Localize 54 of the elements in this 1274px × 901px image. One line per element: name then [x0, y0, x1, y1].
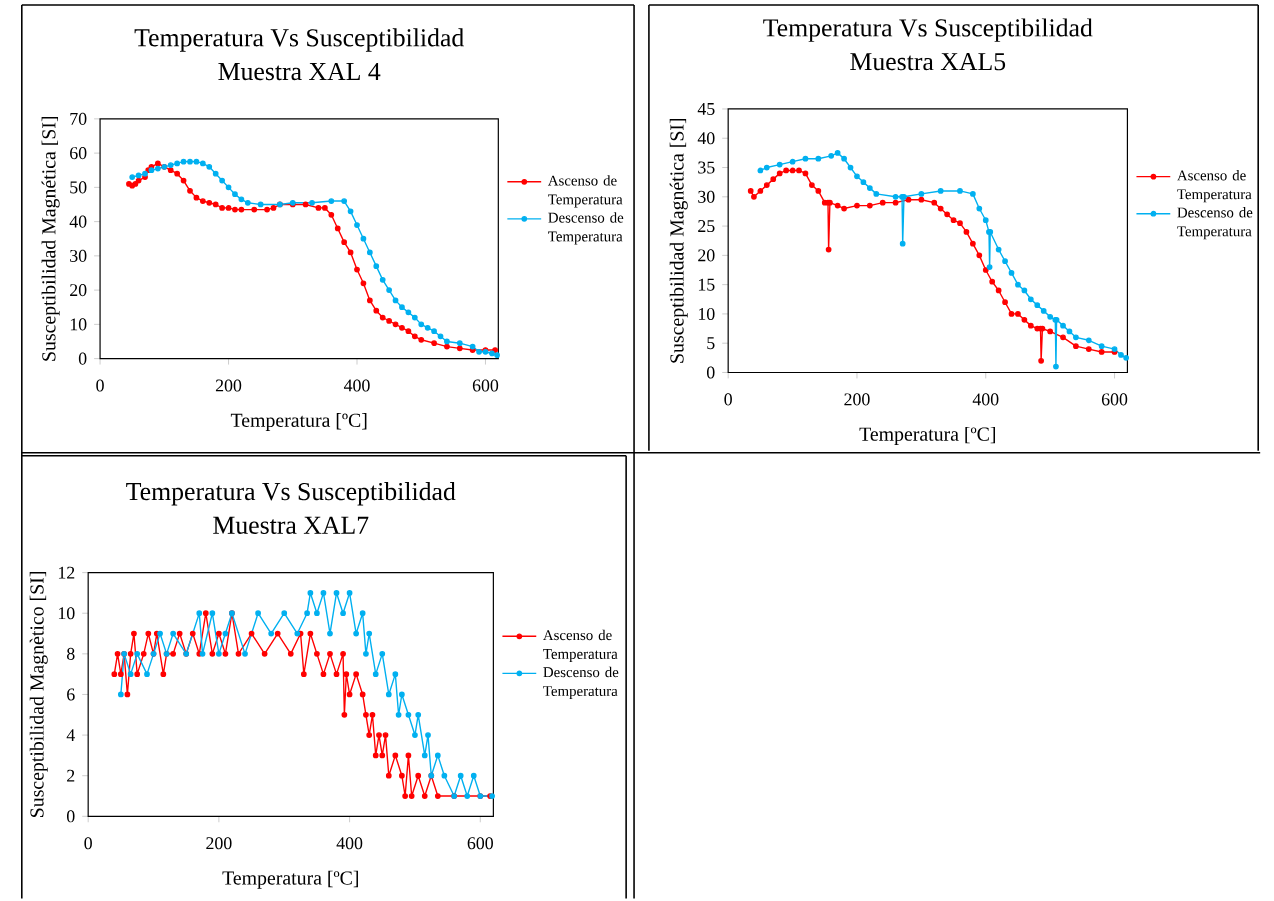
y-tick-label: 0: [78, 352, 87, 365]
x-tick-label: 400: [336, 837, 363, 850]
y-tick-label: 10: [698, 308, 715, 321]
y-tick-label: 30: [70, 250, 87, 263]
legend-label: Ascenso de Temperatura: [1177, 170, 1252, 203]
y-tick-label: 30: [698, 191, 715, 204]
y-axis-title: Susceptibilidad Magnètico [SI]: [29, 572, 48, 818]
x-tick-label: 600: [1101, 393, 1128, 406]
chart-title: Temperatura Vs Susceptibilidad: [126, 482, 456, 506]
y-tick-label: 35: [698, 161, 715, 174]
x-tick-label: 600: [467, 837, 493, 850]
x-tick-label: 400: [343, 379, 370, 392]
legend-label: Descenso de Temperatura: [1177, 207, 1253, 240]
y-tick-label: 12: [58, 566, 75, 579]
y-tick-label: 4: [66, 729, 75, 742]
x-axis-title: Temperatura [ºC]: [859, 427, 995, 446]
x-tick-label: 200: [215, 379, 242, 392]
x-tick-label: 200: [206, 837, 232, 850]
y-tick-label: 8: [67, 648, 75, 661]
legend-label: Descenso de Temperatura: [548, 212, 624, 245]
y-tick-label: 0: [67, 810, 75, 823]
y-tick-label: 50: [70, 181, 87, 194]
x-tick-label: 600: [472, 379, 499, 392]
x-tick-label: 0: [96, 379, 104, 392]
y-tick-label: 60: [70, 147, 87, 160]
legend-label: Ascenso de Temperatura: [543, 629, 618, 663]
chart-title: Temperatura Vs Susceptibilidad: [763, 18, 1093, 43]
x-tick-label: 200: [844, 393, 870, 406]
legend-label: Descenso de Temperatura: [543, 666, 619, 700]
y-tick-label: 70: [70, 113, 87, 126]
y-tick-label: 15: [698, 278, 715, 291]
y-tick-label: 6: [67, 688, 75, 701]
y-axis-title: Susceptibilidad Magnética [SI]: [41, 117, 60, 361]
x-tick-label: 400: [972, 393, 999, 406]
y-tick-label: 10: [58, 607, 75, 620]
legend-label: Ascenso de Temperatura: [547, 175, 623, 208]
chart-subtitle: Muestra XAL5: [850, 53, 1006, 71]
y-tick-label: 5: [707, 337, 715, 350]
y-tick-label: 25: [698, 220, 715, 233]
y-tick-label: 20: [70, 284, 87, 297]
y-tick-label: 45: [697, 103, 715, 116]
y-tick-label: 2: [67, 770, 75, 782]
y-tick-label: 40: [69, 215, 87, 228]
y-tick-label: 40: [697, 132, 715, 145]
x-axis-title: Temperatura [ºC]: [230, 413, 367, 432]
y-tick-label: 20: [698, 249, 715, 262]
y-tick-label: 10: [70, 318, 87, 331]
y-tick-label: 0: [706, 366, 715, 379]
chart-title: Temperatura Vs Susceptibilidad: [134, 28, 464, 52]
y-axis-title: Susceptibilidad Magnética [SI]: [669, 119, 688, 363]
x-tick-label: 0: [724, 393, 732, 406]
chart-subtitle: Muestra XAL 4: [218, 63, 381, 81]
x-axis-title: Temperatura [ºC]: [222, 870, 358, 889]
chart-subtitle: Muestra XAL7: [213, 516, 369, 535]
